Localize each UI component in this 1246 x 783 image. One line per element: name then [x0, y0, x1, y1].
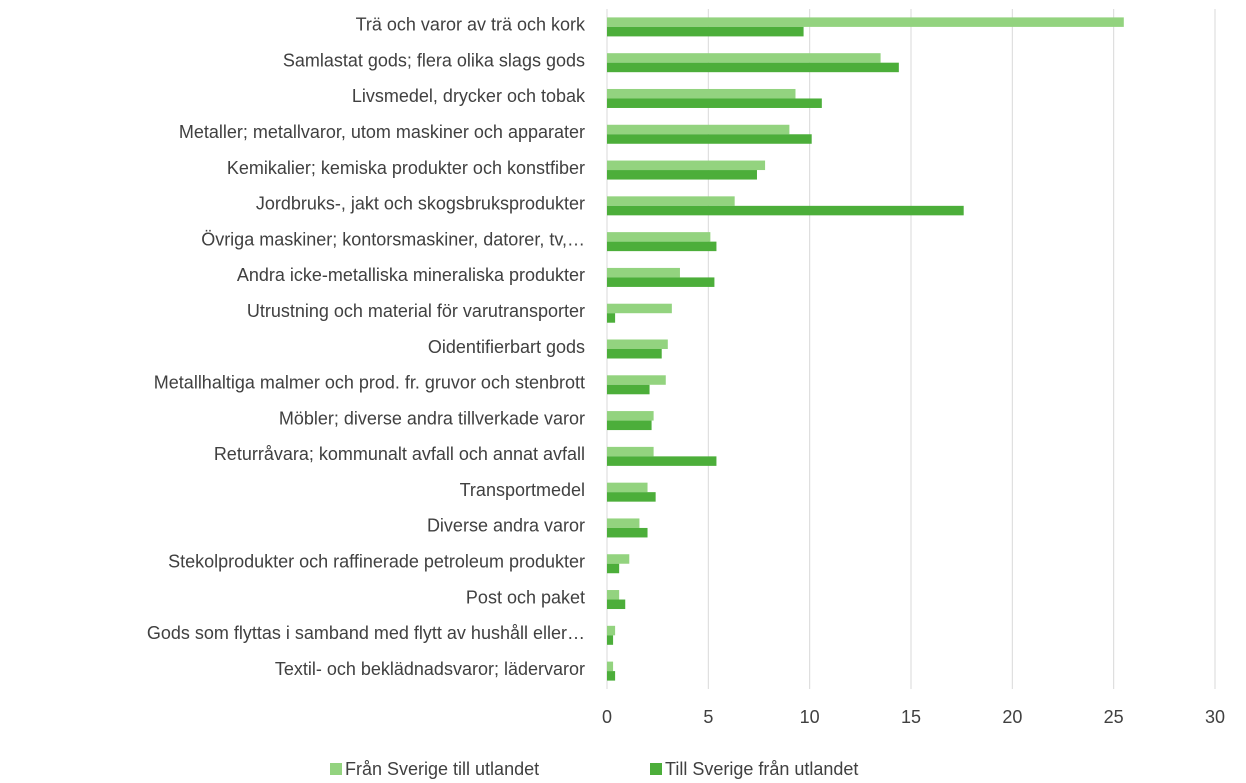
- bar: [607, 446, 654, 457]
- bar: [607, 98, 822, 108]
- legend-label: Från Sverige till utlandet: [345, 759, 539, 779]
- category-label: Returråvara; kommunalt avfall och annat …: [214, 444, 585, 464]
- bar: [607, 267, 680, 278]
- bar: [607, 590, 620, 600]
- bar: [607, 527, 648, 538]
- category-label: Diverse andra varor: [427, 516, 585, 536]
- category-label: Post och paket: [466, 587, 585, 607]
- bar: [607, 384, 650, 395]
- x-tick-label: 30: [1205, 707, 1225, 727]
- category-label: Gods som flyttas i samband med flytt av …: [147, 623, 585, 643]
- bar: [607, 482, 648, 493]
- bar: [607, 518, 640, 528]
- bar: [607, 160, 766, 171]
- bar: [607, 232, 711, 242]
- bar: [607, 349, 662, 359]
- bar: [607, 17, 1124, 27]
- bar: [607, 170, 757, 180]
- category-label: Trä och varor av trä och kork: [356, 15, 586, 35]
- category-label: Samlastat gods; flera olika slags gods: [283, 50, 585, 70]
- category-label: Möbler; diverse andra tillverkade varor: [279, 408, 585, 428]
- category-label: Transportmedel: [460, 480, 585, 500]
- bar: [607, 26, 804, 37]
- category-label: Oidentifierbart gods: [428, 337, 585, 357]
- category-label: Jordbruks-, jakt och skogsbruksprodukter: [256, 194, 585, 214]
- bar: [607, 375, 666, 385]
- bar: [607, 635, 614, 645]
- bar: [607, 62, 899, 73]
- bar: [607, 599, 626, 610]
- category-label: Andra icke-metalliska mineraliska produk…: [237, 265, 585, 285]
- category-label: Metaller; metallvaror, utom maskiner och…: [179, 122, 585, 142]
- x-tick-label: 0: [602, 707, 612, 727]
- x-tick-label: 15: [901, 707, 921, 727]
- bar: [607, 277, 715, 287]
- x-tick-label: 20: [1002, 707, 1022, 727]
- bar: [607, 420, 652, 431]
- category-label: Metallhaltiga malmer och prod. fr. gruvo…: [154, 373, 585, 393]
- bar: [607, 241, 717, 252]
- bar: [607, 124, 790, 135]
- bar: [607, 661, 614, 672]
- bar: [607, 313, 616, 323]
- bar: [607, 456, 717, 466]
- bar: [607, 563, 620, 574]
- legend-swatch: [330, 763, 342, 775]
- category-label: Kemikalier; kemiska produkter och konstf…: [227, 158, 585, 178]
- bar: [607, 554, 630, 564]
- bar: [607, 303, 672, 314]
- bar: [607, 134, 812, 144]
- bar: [607, 411, 654, 421]
- category-label: Textil- och beklädnadsvaror; lädervaror: [275, 659, 585, 679]
- category-label: Stekolprodukter och raffinerade petroleu…: [168, 551, 585, 571]
- x-tick-label: 25: [1104, 707, 1124, 727]
- x-tick-label: 10: [800, 707, 820, 727]
- x-tick-label: 5: [703, 707, 713, 727]
- category-label: Livsmedel, drycker och tobak: [352, 86, 586, 106]
- bar: [607, 492, 656, 502]
- category-label: Utrustning och material för varutranspor…: [247, 301, 585, 321]
- legend-swatch: [650, 763, 662, 775]
- bar: [607, 53, 881, 63]
- bar: [607, 339, 668, 349]
- bar: [607, 625, 616, 636]
- bar: [607, 671, 616, 681]
- category-label: Övriga maskiner; kontorsmaskiner, datore…: [201, 229, 585, 249]
- legend-label: Till Sverige från utlandet: [665, 759, 858, 779]
- bar: [607, 196, 735, 206]
- bar: [607, 88, 796, 99]
- bar: [607, 205, 964, 216]
